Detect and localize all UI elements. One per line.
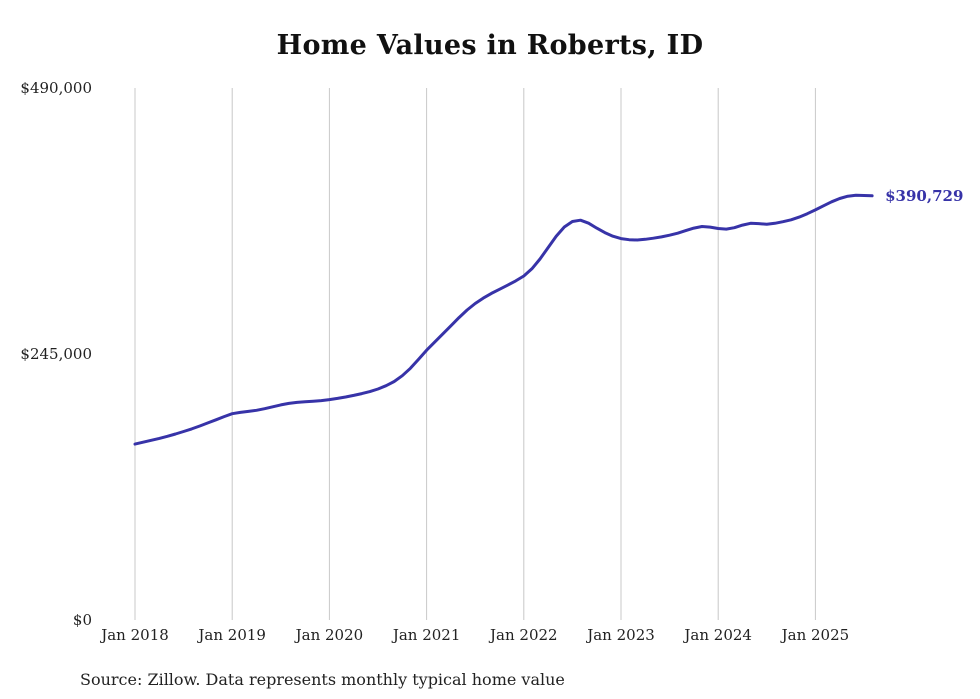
x-tick-label: Jan 2025 — [780, 626, 850, 644]
chart-title: Home Values in Roberts, ID — [276, 30, 704, 61]
y-tick-label: $490,000 — [20, 79, 92, 97]
x-tick-label: Jan 2018 — [99, 626, 169, 644]
end-value-label: $390,729 — [885, 187, 963, 205]
y-tick-label: $0 — [73, 611, 92, 629]
value-line — [133, 193, 874, 446]
x-tick-label: Jan 2022 — [488, 626, 558, 644]
x-tick-label: Jan 2019 — [196, 626, 266, 644]
x-tick-label: Jan 2021 — [391, 626, 461, 644]
x-tick-label: Jan 2023 — [585, 626, 655, 644]
x-tick-label: Jan 2020 — [294, 626, 364, 644]
x-tick-label: Jan 2024 — [682, 626, 752, 644]
y-tick-label: $245,000 — [20, 345, 92, 363]
source-note: Source: Zillow. Data represents monthly … — [80, 670, 565, 689]
